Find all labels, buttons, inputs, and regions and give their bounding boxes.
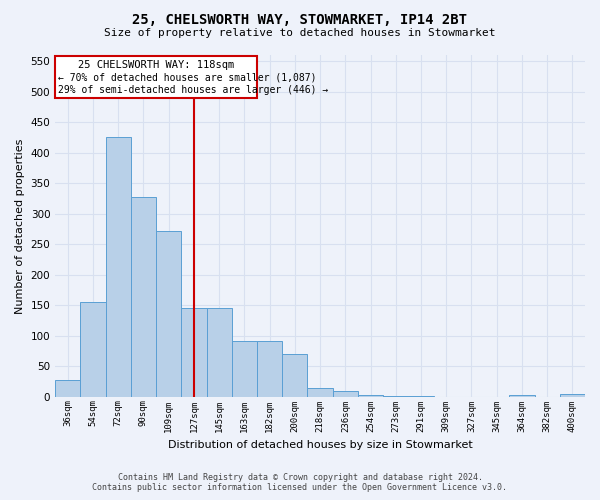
Text: 29% of semi-detached houses are larger (446) →: 29% of semi-detached houses are larger (… bbox=[58, 85, 328, 95]
Bar bbox=[55, 380, 80, 396]
Text: Contains HM Land Registry data © Crown copyright and database right 2024.
Contai: Contains HM Land Registry data © Crown c… bbox=[92, 473, 508, 492]
Bar bbox=[206, 308, 232, 396]
Bar bbox=[307, 388, 332, 396]
X-axis label: Distribution of detached houses by size in Stowmarket: Distribution of detached houses by size … bbox=[168, 440, 472, 450]
Text: ← 70% of detached houses are smaller (1,087): ← 70% of detached houses are smaller (1,… bbox=[58, 73, 316, 83]
Y-axis label: Number of detached properties: Number of detached properties bbox=[15, 138, 25, 314]
Bar bbox=[106, 138, 131, 396]
Bar bbox=[257, 340, 282, 396]
Bar bbox=[181, 308, 206, 396]
Bar bbox=[509, 395, 535, 396]
Bar bbox=[560, 394, 585, 396]
Bar bbox=[282, 354, 307, 397]
Bar bbox=[358, 395, 383, 396]
Bar bbox=[332, 390, 358, 396]
Bar bbox=[80, 302, 106, 396]
FancyBboxPatch shape bbox=[55, 56, 257, 98]
Text: 25, CHELSWORTH WAY, STOWMARKET, IP14 2BT: 25, CHELSWORTH WAY, STOWMARKET, IP14 2BT bbox=[133, 12, 467, 26]
Bar bbox=[232, 340, 257, 396]
Bar bbox=[156, 230, 181, 396]
Bar bbox=[131, 196, 156, 396]
Text: 25 CHELSWORTH WAY: 118sqm: 25 CHELSWORTH WAY: 118sqm bbox=[78, 60, 234, 70]
Text: Size of property relative to detached houses in Stowmarket: Size of property relative to detached ho… bbox=[104, 28, 496, 38]
